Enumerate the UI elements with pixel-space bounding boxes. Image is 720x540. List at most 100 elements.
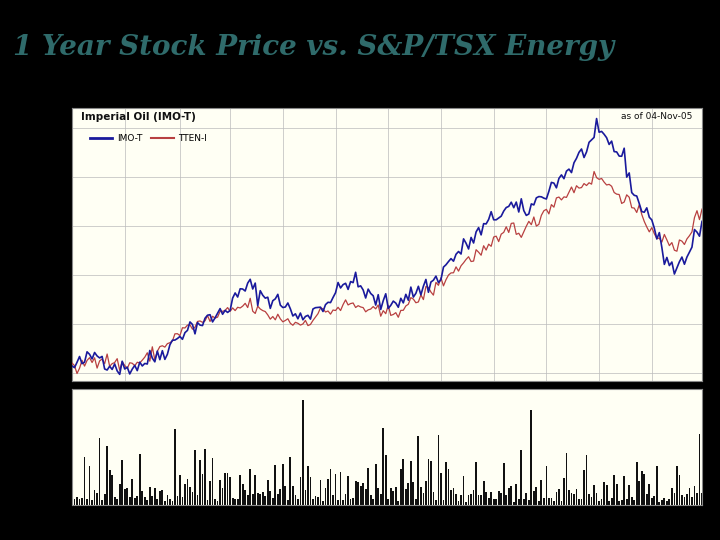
Bar: [131, 478, 133, 505]
Bar: [611, 498, 613, 505]
Bar: [500, 493, 502, 505]
Bar: [418, 436, 419, 505]
Bar: [688, 488, 690, 505]
Bar: [656, 466, 657, 505]
Bar: [629, 485, 630, 505]
Bar: [455, 494, 457, 505]
Bar: [272, 497, 274, 505]
Bar: [671, 488, 672, 505]
Bar: [433, 492, 434, 505]
Bar: [197, 495, 199, 505]
Bar: [129, 497, 130, 505]
Bar: [624, 476, 625, 505]
Text: 1 Year Stock Price vs. S&P/TSX Energy: 1 Year Stock Price vs. S&P/TSX Energy: [13, 34, 614, 61]
Bar: [357, 482, 359, 505]
Bar: [492, 500, 495, 505]
Bar: [159, 491, 161, 505]
Bar: [480, 495, 482, 505]
Bar: [473, 490, 474, 505]
Bar: [575, 489, 577, 505]
Bar: [485, 492, 487, 505]
Bar: [402, 459, 404, 505]
Bar: [438, 435, 439, 505]
Bar: [698, 434, 701, 505]
Bar: [503, 463, 505, 505]
Bar: [661, 501, 662, 505]
Bar: [367, 468, 369, 505]
Bar: [274, 465, 276, 505]
Bar: [144, 497, 145, 505]
Bar: [428, 458, 429, 505]
Bar: [86, 499, 88, 505]
Bar: [413, 482, 414, 505]
Bar: [448, 469, 449, 505]
Bar: [217, 501, 218, 505]
Bar: [608, 501, 610, 505]
Bar: [668, 498, 670, 505]
Bar: [420, 487, 422, 505]
Bar: [498, 491, 500, 505]
Bar: [505, 495, 507, 505]
Bar: [294, 495, 296, 505]
Bar: [397, 502, 399, 505]
Bar: [84, 457, 86, 505]
Bar: [566, 453, 567, 505]
Bar: [189, 488, 191, 505]
Bar: [701, 492, 703, 505]
Bar: [350, 499, 351, 505]
Bar: [410, 461, 412, 505]
Legend: IMO-T, TTEN-I: IMO-T, TTEN-I: [86, 130, 211, 146]
Bar: [71, 500, 73, 505]
Bar: [649, 484, 650, 505]
Bar: [603, 482, 605, 505]
Bar: [297, 500, 299, 505]
Bar: [571, 492, 572, 505]
Bar: [639, 482, 640, 505]
Bar: [292, 486, 294, 505]
Bar: [179, 475, 181, 505]
Bar: [239, 475, 241, 505]
Bar: [166, 495, 168, 505]
Bar: [536, 488, 537, 505]
Bar: [593, 485, 595, 505]
Bar: [126, 488, 128, 505]
Bar: [563, 478, 564, 505]
Bar: [683, 497, 685, 505]
Bar: [73, 499, 76, 505]
Bar: [568, 490, 570, 505]
Bar: [385, 455, 387, 505]
Bar: [94, 490, 96, 505]
Bar: [102, 500, 103, 505]
Bar: [247, 495, 248, 505]
Bar: [372, 498, 374, 505]
Bar: [518, 498, 520, 505]
Bar: [521, 450, 522, 505]
Bar: [553, 501, 555, 505]
Bar: [475, 462, 477, 505]
Bar: [453, 488, 454, 505]
Bar: [264, 496, 266, 505]
Bar: [317, 497, 319, 505]
Bar: [360, 485, 361, 505]
Bar: [558, 489, 560, 505]
Bar: [531, 410, 532, 505]
Bar: [465, 502, 467, 505]
Bar: [322, 501, 324, 505]
Bar: [516, 484, 517, 505]
Bar: [463, 476, 464, 505]
Bar: [405, 489, 407, 505]
Bar: [646, 494, 648, 505]
Bar: [392, 490, 394, 505]
Y-axis label: Volume (000): Volume (000): [28, 416, 37, 477]
Bar: [487, 498, 490, 505]
Bar: [654, 496, 655, 505]
Bar: [325, 488, 326, 505]
Bar: [543, 498, 545, 505]
Text: as of 04-Nov-05: as of 04-Nov-05: [621, 112, 693, 121]
Bar: [237, 499, 238, 505]
Bar: [561, 501, 562, 505]
Bar: [222, 488, 223, 505]
Bar: [171, 501, 174, 505]
Bar: [347, 476, 349, 505]
Bar: [174, 429, 176, 505]
